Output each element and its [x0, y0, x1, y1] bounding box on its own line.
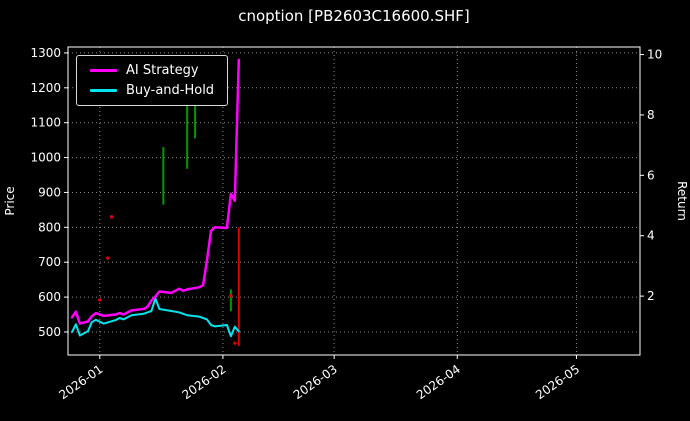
series-lines — [70, 58, 241, 338]
axes-frame — [64, 46, 644, 359]
legend-label-buy-and-hold: Buy-and-Hold — [126, 83, 215, 98]
y-tick-label: 500 — [38, 325, 61, 339]
signal-dot — [98, 298, 102, 302]
gridlines — [68, 47, 640, 355]
ai-strategy-line-swatch — [90, 69, 117, 72]
buy-and-hold-line-swatch — [90, 89, 117, 92]
y2-tick-label: 4 — [647, 229, 655, 243]
y-tick-label: 1300 — [30, 46, 61, 60]
plot-border — [67, 46, 641, 356]
y2-tick-label: 8 — [647, 108, 655, 122]
trade-signal-dots — [98, 215, 237, 345]
signal-dot — [109, 215, 114, 219]
x-tick-label: 2026-05 — [533, 362, 582, 402]
series-line — [71, 297, 240, 338]
y-tick-label: 900 — [38, 185, 61, 199]
y2-tick-label: 6 — [647, 168, 655, 182]
y2-tick-label: 10 — [647, 48, 662, 62]
y-tick-label: 600 — [38, 290, 61, 304]
legend-item-buy-and-hold: Buy-and-Hold — [90, 84, 214, 97]
signal-dot — [229, 294, 233, 298]
x-tick-label: 2026-02 — [180, 362, 229, 402]
y-tick-label: 1200 — [30, 81, 61, 95]
y2-tick-label: 2 — [647, 289, 655, 303]
y-tick-label: 800 — [38, 220, 61, 234]
x-tick-label: 2026-03 — [291, 362, 340, 402]
chart-title: cnoption [PB2603C16600.SHF] — [238, 7, 470, 25]
legend: AI Strategy Buy-and-Hold — [76, 55, 229, 106]
signal-dot — [233, 341, 237, 345]
y-tick-label: 700 — [38, 255, 61, 269]
x-tick-label: 2026-04 — [414, 362, 463, 402]
y2-axis-label: Return — [675, 181, 689, 221]
signal-dot — [106, 256, 110, 260]
legend-label-ai-strategy: AI Strategy — [126, 63, 199, 78]
legend-item-ai-strategy: AI Strategy — [90, 64, 214, 77]
x-tick-label: 2026-01 — [56, 362, 105, 402]
y-axis-label: Price — [3, 186, 17, 215]
series-line — [70, 58, 241, 325]
y-tick-label: 1000 — [30, 151, 61, 165]
y-tick-label: 1100 — [30, 116, 61, 130]
